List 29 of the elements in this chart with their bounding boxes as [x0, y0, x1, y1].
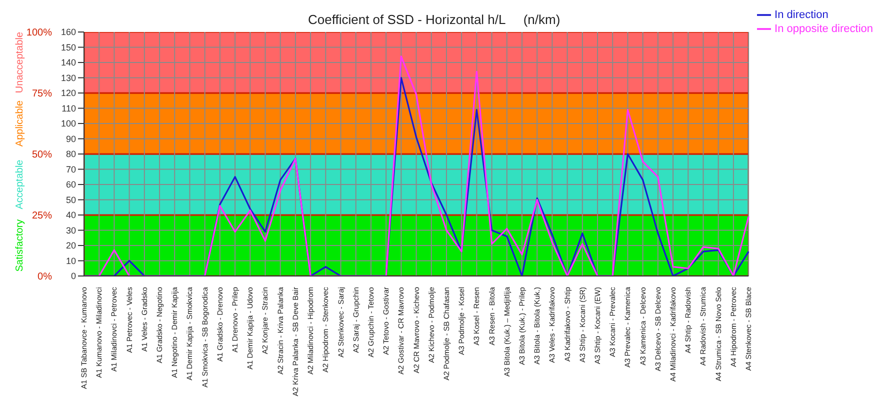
chart-title: Coefficient of SSD - Horizontal h/L (n/km)	[308, 12, 560, 27]
y-tick-label: 70	[66, 164, 76, 174]
y2-tick-label: 75%	[32, 88, 52, 100]
band-label: Acceptable	[14, 159, 26, 210]
y-tick-label: 160	[60, 27, 76, 38]
y-tick-label: 50	[66, 194, 76, 205]
y-tick-label: 60	[66, 180, 76, 190]
y-tick-label: 150	[60, 42, 76, 52]
y2-tick-label: 100%	[26, 28, 52, 39]
y-tick-label: 40	[66, 210, 76, 220]
y-tick-label: 0	[70, 271, 76, 282]
band-label: Applicable	[14, 100, 26, 147]
y-tick-label: 80	[66, 149, 76, 160]
legend-label: In direction	[774, 8, 828, 21]
y-tick-label: 140	[60, 58, 76, 68]
band-label: Satisfactory	[14, 219, 26, 272]
band-label: Unacceptable	[14, 31, 26, 94]
y-tick-label: 30	[66, 225, 76, 236]
legend-label: In opposite direction	[774, 22, 873, 35]
y-tick-label: 90	[66, 134, 76, 144]
y-tick-label: 10	[66, 256, 76, 266]
y-tick-label: 130	[60, 72, 76, 83]
y-tick-label: 110	[62, 103, 76, 114]
y2-tick-label: 50%	[32, 150, 52, 161]
y2-tick-label: 25%	[32, 210, 52, 222]
y-tick-label: 120	[60, 88, 76, 98]
y-tick-label: 100	[60, 118, 76, 129]
y-tick-label: 20	[66, 240, 76, 251]
y2-tick-label: 0%	[38, 272, 52, 283]
